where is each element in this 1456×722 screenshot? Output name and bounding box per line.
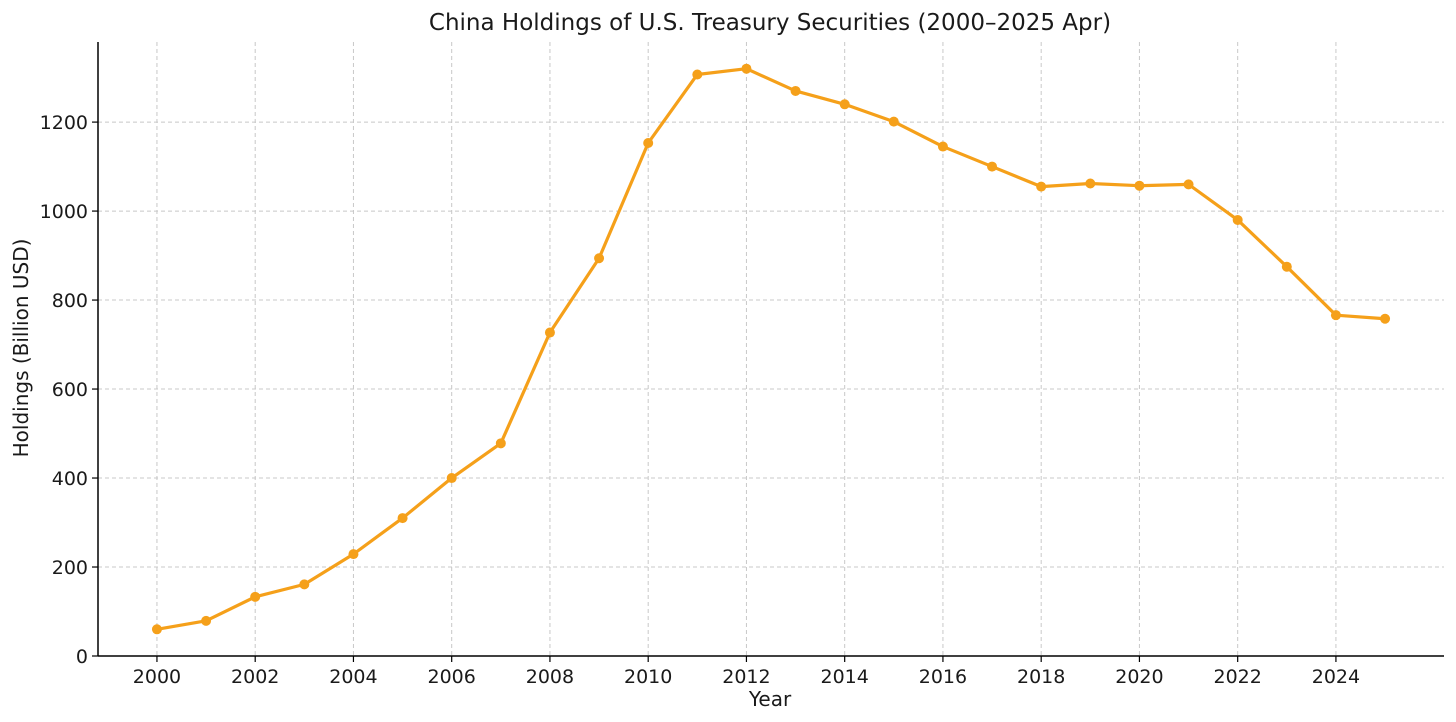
grid xyxy=(98,42,1444,657)
x-tick-label: 2022 xyxy=(1213,666,1261,688)
data-point xyxy=(888,116,899,127)
chart-title: China Holdings of U.S. Treasury Securiti… xyxy=(429,10,1111,36)
x-tick-label: 2020 xyxy=(1115,666,1163,688)
series xyxy=(151,63,1391,635)
y-tick-label: 1200 xyxy=(40,112,88,134)
data-point xyxy=(151,624,162,635)
data-point xyxy=(201,615,212,626)
data-point xyxy=(643,137,654,148)
data-point xyxy=(790,85,801,96)
data-point xyxy=(1036,181,1047,192)
data-point xyxy=(299,579,310,590)
x-tick-label: 2004 xyxy=(329,666,377,688)
y-tick-label: 0 xyxy=(76,646,88,668)
y-tick-label: 1000 xyxy=(40,201,88,223)
data-point xyxy=(1380,313,1391,324)
data-point xyxy=(1085,178,1096,189)
series-line xyxy=(155,67,1387,631)
data-point xyxy=(839,99,850,110)
y-axis-title: Holdings (Billion USD) xyxy=(9,239,33,458)
x-tick-label: 2002 xyxy=(231,666,279,688)
x-tick-label: 2024 xyxy=(1312,666,1360,688)
data-point xyxy=(397,513,408,524)
data-point xyxy=(1232,214,1243,225)
ticks: 2000 2002 2004 2006 2008 2010 2012 2014 2016 2018… xyxy=(40,112,1360,688)
x-tick-label: 2018 xyxy=(1017,666,1065,688)
x-tick-label: 2016 xyxy=(919,666,967,688)
x-tick-label: 2006 xyxy=(428,666,476,688)
x-axis-title: Year xyxy=(748,687,792,711)
data-point xyxy=(692,69,703,80)
data-point xyxy=(987,161,998,172)
y-tick-label: 600 xyxy=(52,379,88,401)
data-point xyxy=(741,63,752,74)
x-tick-label: 2000 xyxy=(133,666,181,688)
data-point xyxy=(446,473,457,484)
data-point xyxy=(937,141,948,152)
data-point xyxy=(544,327,555,338)
data-point xyxy=(1330,310,1341,321)
y-tick-label: 200 xyxy=(52,557,88,579)
y-tick-label: 800 xyxy=(52,290,88,312)
x-tick-label: 2010 xyxy=(624,666,672,688)
data-point xyxy=(594,253,605,264)
x-tick-label: 2012 xyxy=(722,666,770,688)
x-tick-label: 2008 xyxy=(526,666,574,688)
y-tick-label: 400 xyxy=(52,468,88,490)
data-point xyxy=(250,591,261,602)
data-point xyxy=(348,549,359,560)
axes xyxy=(97,42,1444,657)
data-point xyxy=(1281,261,1292,272)
data-point xyxy=(495,438,506,449)
data-point xyxy=(1183,179,1194,190)
data-point xyxy=(1134,180,1145,191)
x-tick-label: 2014 xyxy=(821,666,869,688)
